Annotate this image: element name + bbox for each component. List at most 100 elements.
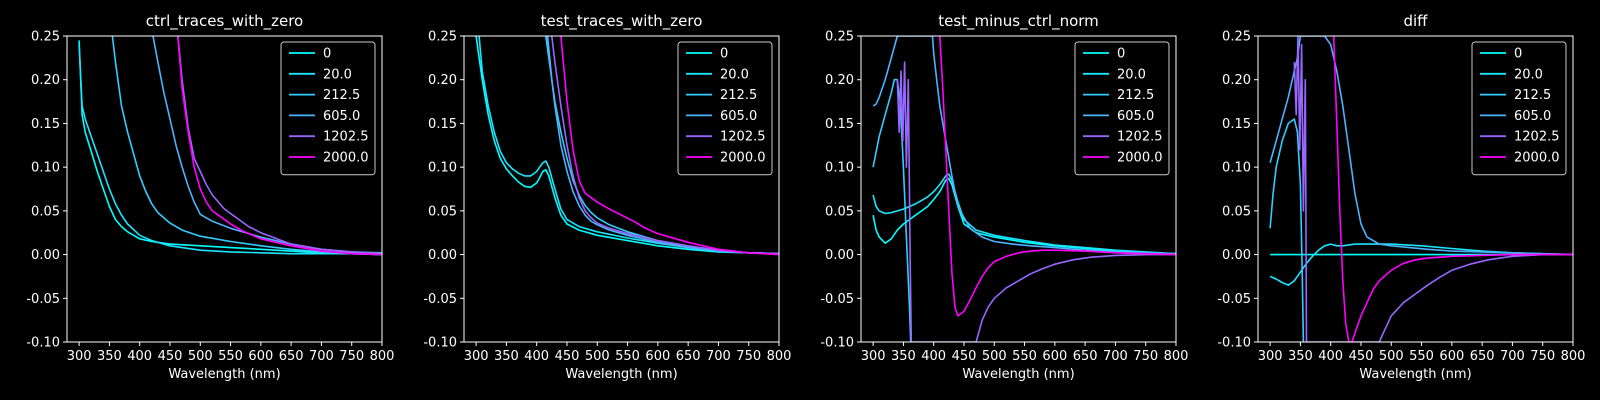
x-tick-label: 700 [706,349,731,364]
x-tick-label: 550 [218,349,243,364]
x-tick-label: 650 [1073,349,1098,364]
y-tick-label: 0.20 [428,73,457,88]
x-tick-label: 750 [1530,349,1555,364]
chart-title: test_traces_with_zero [541,12,703,31]
x-tick-label: 450 [952,349,977,364]
x-tick-label: 750 [339,349,364,364]
series-group [872,36,1176,342]
legend-label: 0 [323,47,331,62]
y-tick-label: 0.05 [31,204,60,219]
x-tick-label: 500 [188,349,213,364]
y-tick-label: 0.00 [1222,248,1251,263]
legend-label: 2000.0 [323,151,369,166]
y-tick-label: 0.25 [428,30,457,45]
series-group [1269,36,1573,342]
chart-panel-4: 300 350 400 450 500 550 600 650 700 750 800 -0.10 -0… [1217,12,1585,382]
x-tick-label: 400 [127,349,152,364]
y-tick-label: -0.10 [423,336,457,351]
legend-label: 0 [1514,47,1522,62]
y-tick-label: 0.20 [31,73,60,88]
y-tick-label: 0.15 [1222,117,1251,132]
y-tick-label: 0.25 [825,30,854,45]
legend: 0 20.0 212.5 605.0 1202.5 2000.0 [280,41,376,176]
series-line-3 [111,36,382,255]
legend-label: 605.0 [1117,109,1154,124]
x-tick-label: 600 [645,349,670,364]
x-tick-label: 400 [1318,349,1343,364]
legend: 0 20.0 212.5 605.0 1202.5 2000.0 [677,41,773,176]
chart-title: ctrl_traces_with_zero [146,12,303,31]
series-line-2 [78,44,382,256]
y-tick-label: 0.10 [825,161,854,176]
x-tick-label: 300 [67,349,92,364]
legend-label: 1202.5 [720,130,766,145]
legend-label: 2000.0 [1117,151,1163,166]
x-tick-label: 800 [1164,349,1189,364]
x-tick-label: 500 [585,349,610,364]
legend-label: 1202.5 [1514,130,1560,145]
x-tick-label: 450 [1349,349,1374,364]
chart-title: diff [1403,12,1428,30]
series-line-2 [478,36,779,255]
legend: 0 20.0 212.5 605.0 1202.5 2000.0 [1074,41,1170,176]
y-tick-label: 0.10 [1222,161,1251,176]
series-line-5 [896,61,1176,342]
x-tick-label: 800 [1561,349,1586,364]
series-line-4 [546,36,779,255]
x-tick-label: 700 [1500,349,1525,364]
legend-label: 605.0 [1514,109,1551,124]
series-line-5 [551,36,779,255]
legend-label: 0 [720,47,728,62]
y-tick-label: 0.10 [428,161,457,176]
series-line-1 [78,40,382,256]
legend-label: 212.5 [1514,88,1551,103]
legend-box [677,41,773,176]
x-tick-label: 300 [861,349,886,364]
y-tick-label: 0.15 [825,117,854,132]
series-line-5 [177,36,382,255]
y-tick-label: 0.00 [31,248,60,263]
x-tick-label: 700 [1103,349,1128,364]
y-tick-label: 0.05 [825,204,854,219]
y-tick-label: -0.10 [820,336,854,351]
legend-label: 2000.0 [720,151,766,166]
y-tick-label: -0.05 [820,292,854,307]
x-tick-label: 600 [1439,349,1464,364]
series-line-3 [1269,118,1305,342]
chart-panel-2: 300 350 400 450 500 550 600 650 700 750 800 -0.10 -0… [423,12,791,382]
legend-label: 605.0 [323,109,360,124]
y-tick-label: 0.00 [825,248,854,263]
series-group [78,36,382,256]
legend-box [1471,41,1567,176]
y-tick-label: 0.05 [428,204,457,219]
y-tick-label: 0.00 [428,248,457,263]
legend-label: 212.5 [1117,88,1154,103]
plot-frame [1257,35,1574,343]
x-tick-label: 350 [1288,349,1313,364]
x-axis-label: Wavelength (nm) [565,367,677,382]
chart-panel-3: 300 350 400 450 500 550 600 650 700 750 800 -0.10 -0… [820,12,1188,382]
x-axis-label: Wavelength (nm) [962,367,1074,382]
chart-title: test_minus_ctrl_norm [938,12,1099,31]
x-tick-label: 650 [279,349,304,364]
x-tick-label: 300 [464,349,489,364]
x-tick-label: 800 [370,349,395,364]
series-line-4 [1269,36,1573,256]
y-tick-label: 0.15 [31,117,60,132]
legend: 0 20.0 212.5 605.0 1202.5 2000.0 [1471,41,1567,176]
x-tick-label: 500 [1379,349,1404,364]
x-tick-label: 550 [615,349,640,364]
x-tick-label: 550 [1409,349,1434,364]
chart-panel-1: 300 350 400 450 500 550 600 650 700 750 800 -0.10 -0… [26,12,394,382]
x-tick-label: 400 [921,349,946,364]
legend-label: 1202.5 [1117,130,1163,145]
x-tick-label: 600 [1042,349,1067,364]
x-tick-label: 450 [555,349,580,364]
legend-box [1074,41,1170,176]
y-tick-label: 0.15 [428,117,457,132]
x-tick-label: 650 [1470,349,1495,364]
legend-label: 2000.0 [1514,151,1560,166]
legend-label: 0 [1117,47,1125,62]
y-tick-label: 0.25 [1222,30,1251,45]
